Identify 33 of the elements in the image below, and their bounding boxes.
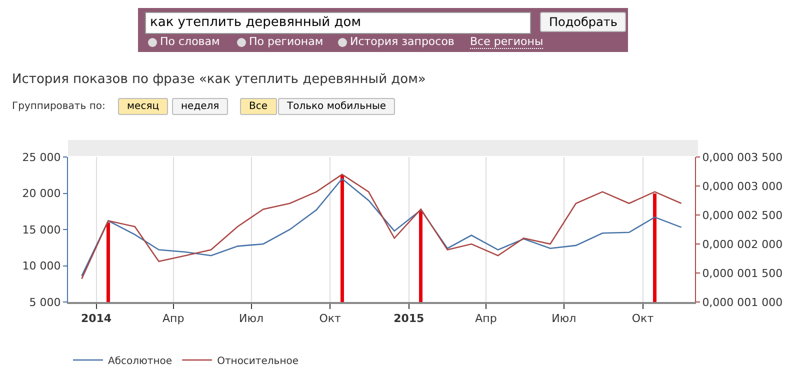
x-tick-label: Окт — [319, 312, 342, 326]
x-tick-label: Июл — [239, 312, 264, 326]
text: Группировать по: — [12, 101, 106, 112]
y2-tick-label: 0,000 001 000 — [702, 296, 783, 309]
x-tick-label: Июл — [552, 312, 576, 326]
y2-tick-label: 0,000 003 500 — [702, 150, 783, 164]
text: Только мобильные — [278, 98, 396, 115]
text: неделя — [172, 98, 228, 115]
text: История запросов — [350, 35, 454, 48]
text: месяц — [118, 98, 168, 115]
text: Подобрать — [540, 12, 626, 32]
text: По регионам — [249, 35, 324, 48]
x-tick-label: 2014 — [80, 312, 112, 326]
x-tick-label: Окт — [632, 312, 654, 326]
y-tick-label: 15 000 — [22, 223, 61, 236]
y-tick-label: 25 000 — [22, 150, 61, 164]
x-tick-label: 2015 — [394, 312, 424, 326]
y-tick-label: 10 000 — [22, 260, 61, 273]
y2-tick-label: 0,000 003 000 — [702, 180, 783, 193]
text: Все — [240, 98, 277, 115]
text: По словам — [160, 35, 220, 48]
x-tick-label: Апр — [475, 312, 497, 326]
text: как утеплить деревянный дом — [145, 12, 531, 34]
y2-tick-label: 0,000 001 500 — [702, 266, 783, 280]
y-tick-label: 5 000 — [29, 296, 61, 309]
y2-tick-label: 0,000 002 500 — [702, 208, 783, 222]
legend-label: Относительное — [217, 356, 298, 367]
chart-title: История показов по фразе «как утеплить деревянный дом» — [12, 72, 426, 87]
y2-tick-label: 0,000 002 000 — [702, 238, 783, 251]
x-tick-label: Апр — [162, 312, 184, 326]
legend-label: Абсолютное — [108, 356, 172, 367]
text: Все регионы — [470, 35, 544, 49]
y-tick-label: 20 000 — [22, 187, 61, 200]
